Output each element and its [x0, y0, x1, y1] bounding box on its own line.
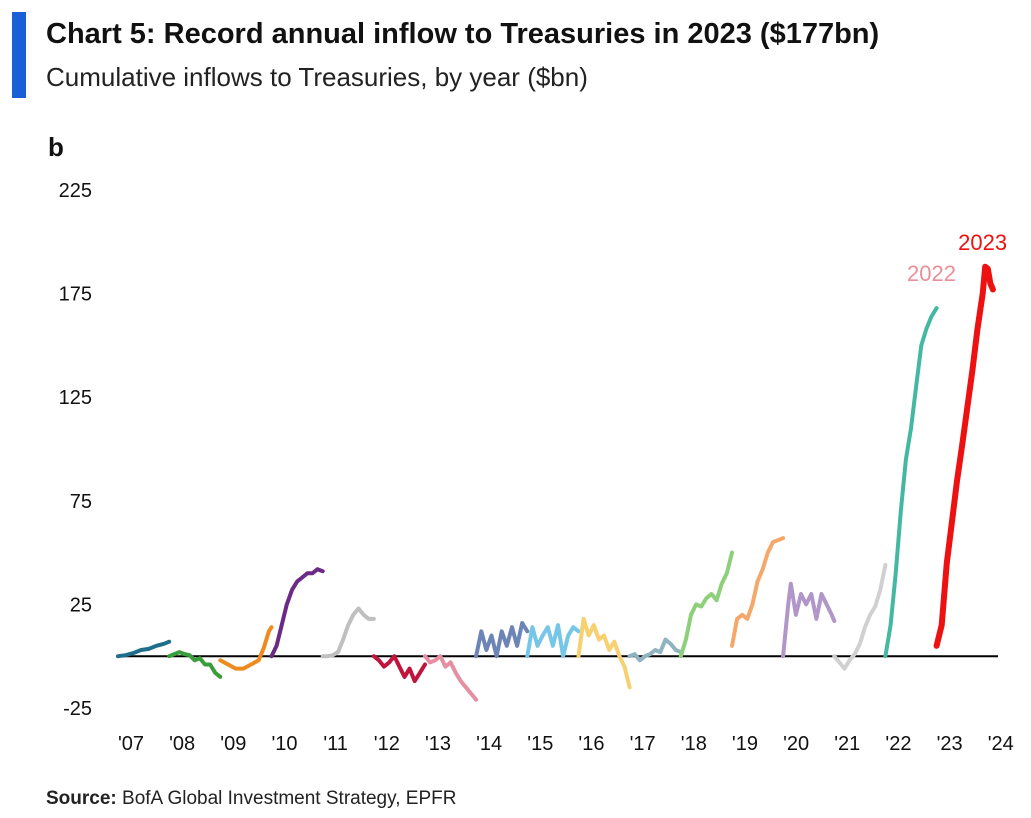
series-line-2022 [883, 306, 939, 659]
series-line-2023 [933, 263, 996, 649]
x-tick-label: '16 [578, 733, 604, 755]
x-tick-label: '15 [527, 733, 553, 755]
annotation-label-2022: 2022 [907, 261, 956, 286]
y-tick-label: 225 [59, 180, 92, 202]
series-line-2012 [371, 654, 427, 684]
unit-label: b [48, 132, 64, 162]
series-line-2008 [167, 650, 223, 679]
x-tick-label: '18 [681, 733, 707, 755]
chart-subtitle: Cumulative inflows to Treasuries, by yea… [46, 62, 588, 92]
y-tick-label: 75 [70, 491, 92, 513]
series-line-2017 [627, 637, 683, 663]
annotation-label-2023: 2023 [958, 230, 1007, 255]
series-line-2021 [832, 563, 888, 671]
x-tick-label: '11 [323, 733, 348, 755]
x-tick-label: '13 [425, 733, 451, 755]
x-tick-label: '24 [988, 733, 1014, 755]
series-line-2007 [116, 639, 172, 659]
x-tick-label: '19 [732, 733, 758, 755]
x-tick-label: '22 [885, 733, 911, 755]
x-tick-label: '10 [271, 733, 297, 755]
chart-title: Chart 5: Record annual inflow to Treasur… [46, 18, 880, 50]
chart-plot-area: 225 175 125 75 25 -25 '07 '08 '09 '10 '11 '12 '13 '1… [59, 180, 1014, 755]
y-tick-label: 25 [70, 594, 92, 616]
series-line-2013 [423, 654, 479, 702]
x-axis-ticks: '07 '08 '09 '10 '11 '12 '13 '14 '15 '16 '17 '18 '19 '… [118, 733, 1014, 755]
series-layer [116, 263, 996, 702]
source-note: Source: BofA Global Investment Strategy,… [46, 788, 456, 810]
series-line-2010 [269, 567, 325, 659]
series-line-2015 [525, 623, 581, 659]
series-line-2011 [320, 606, 376, 659]
x-tick-label: '12 [374, 733, 400, 755]
x-tick-label: '14 [476, 733, 502, 755]
series-line-2016 [576, 616, 632, 690]
title-accent-bar [12, 12, 26, 98]
x-tick-label: '20 [783, 733, 809, 755]
series-line-2018 [678, 550, 734, 659]
source-label: Source: [46, 788, 117, 809]
x-tick-label: '17 [630, 733, 656, 755]
x-tick-label: '07 [118, 733, 144, 755]
series-line-2019 [730, 536, 786, 648]
y-axis-ticks: 225 175 125 75 25 -25 [59, 180, 92, 720]
series-line-2020 [781, 581, 837, 659]
source-text: BofA Global Investment Strategy, EPFR [122, 788, 457, 809]
series-line-2014 [474, 621, 530, 659]
y-tick-label: -25 [63, 698, 92, 720]
x-tick-label: '21 [834, 733, 860, 755]
x-tick-label: '08 [169, 733, 195, 755]
y-tick-label: 175 [59, 284, 92, 306]
series-line-2009 [218, 625, 274, 671]
y-tick-label: 125 [59, 387, 92, 409]
x-tick-label: '09 [220, 733, 246, 755]
x-tick-label: '23 [937, 733, 963, 755]
